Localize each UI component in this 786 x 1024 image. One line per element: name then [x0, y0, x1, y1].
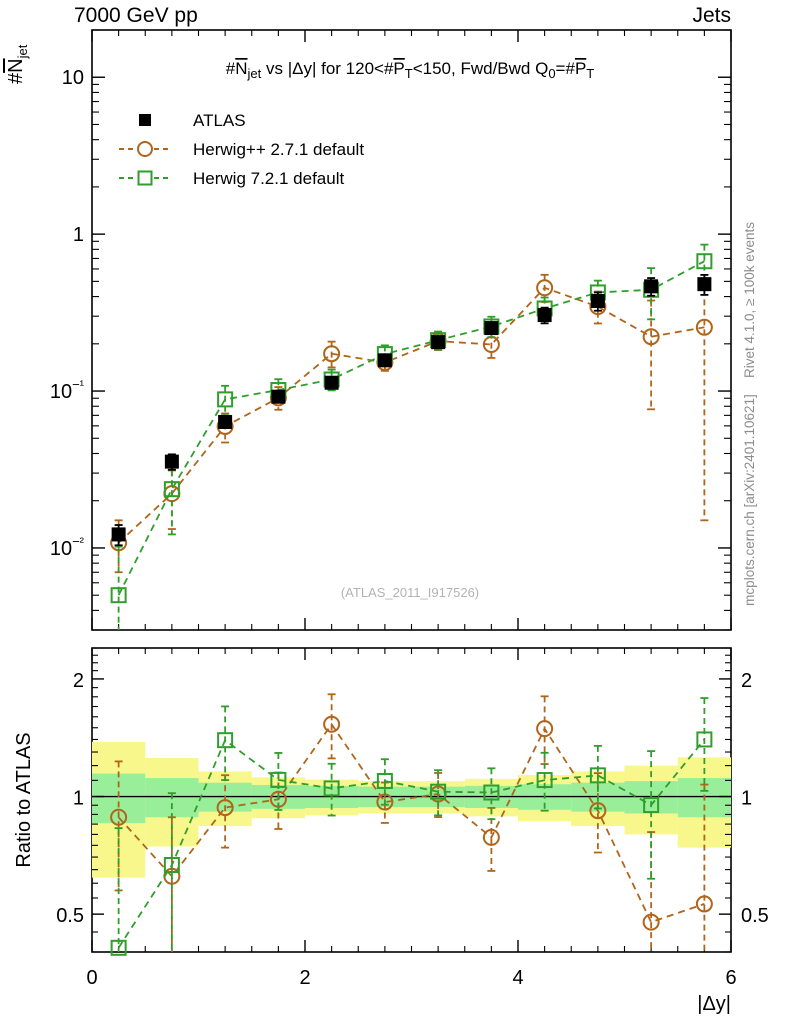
ratio-uncertainty-bands	[92, 741, 731, 878]
legend-marker-filled-square	[139, 114, 151, 126]
legend-label: Herwig++ 2.7.1 default	[193, 140, 364, 159]
ratio-ylabel: Ratio to ATLAS	[13, 732, 35, 867]
ratio-series-herwig-7-2-1-default	[110, 697, 713, 956]
main-x-axis	[91, 30, 732, 630]
legend-label: Herwig 7.2.1 default	[193, 169, 344, 188]
svg-text:2: 2	[299, 967, 310, 989]
legend-entry-1: Herwig++ 2.7.1 default	[119, 140, 364, 159]
main-y-axis: 10−² 10−¹ 1 10	[50, 29, 731, 631]
svg-text:#Njet: #Njet	[5, 44, 30, 84]
svg-text:#Njet vs |Δy| for 120<#PT<150,: #Njet vs |Δy| for 120<#PT<150, Fwd/Bwd Q…	[226, 59, 595, 81]
header-right: Jets	[692, 4, 731, 27]
svg-text:10: 10	[62, 67, 84, 89]
svg-text:mcplots.cern.ch [arXiv:2401.10: mcplots.cern.ch [arXiv:2401.10621]	[742, 394, 757, 606]
plot-title: #Njet vs |Δy| for 120<#PT<150, Fwd/Bwd Q…	[226, 59, 595, 81]
legend-entry-0: ATLAS	[139, 111, 246, 130]
main-series-herwig-7-2-1-default	[110, 243, 713, 630]
svg-text:0: 0	[86, 967, 97, 989]
main-series-group	[110, 243, 713, 630]
svg-text:|Δy|: |Δy|	[697, 993, 731, 1015]
svg-text:4: 4	[512, 967, 523, 989]
side-label-lower: mcplots.cern.ch [arXiv:2401.10621]	[742, 394, 757, 606]
legend-marker-open-circle	[137, 141, 153, 157]
svg-text:10−²: 10−²	[50, 534, 85, 560]
svg-text:1: 1	[73, 788, 84, 810]
legend-marker-open-square	[137, 170, 153, 186]
side-label-upper: Rivet 4.1.0, ≥ 100k events	[742, 222, 757, 378]
svg-text:0.5: 0.5	[741, 905, 769, 927]
svg-text:6: 6	[725, 967, 736, 989]
svg-text:Ratio to ATLAS: Ratio to ATLAS	[13, 732, 35, 867]
main-series-herwig-2-7-1-default	[110, 273, 713, 574]
header-left: 7000 GeV pp	[74, 4, 198, 27]
main-ylabel: #Njet	[5, 44, 30, 84]
svg-text:10−¹: 10−¹	[50, 377, 85, 403]
legend-entry-2: Herwig 7.2.1 default	[119, 169, 344, 188]
ratio-y-axis: 2 2 1 1 0.5 0.5	[56, 647, 769, 953]
ratio-series-group	[110, 693, 713, 956]
main-series-atlas	[111, 273, 712, 547]
svg-text:Rivet 4.1.0, ≥ 100k events: Rivet 4.1.0, ≥ 100k events	[742, 222, 757, 378]
svg-text:0.5: 0.5	[56, 905, 84, 927]
svg-text:2: 2	[741, 670, 752, 692]
watermark: (ATLAS_2011_I917526)	[341, 585, 479, 600]
legend: ATLAS Herwig++ 2.7.1 default Herwig 7.2.1 …	[119, 111, 364, 188]
legend-label: ATLAS	[193, 111, 246, 130]
x-axis-label: |Δy|	[697, 993, 731, 1015]
svg-text:2: 2	[73, 670, 84, 692]
main-panel-frame	[91, 29, 732, 631]
svg-text:1: 1	[73, 224, 84, 246]
svg-text:1: 1	[741, 788, 752, 810]
